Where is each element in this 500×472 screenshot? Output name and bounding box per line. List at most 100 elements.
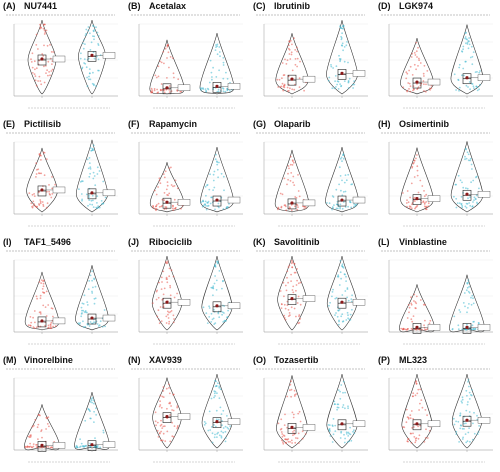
data-point [345,179,348,182]
violin-high [326,20,358,95]
data-point [35,295,38,298]
data-point [343,181,346,184]
data-point [31,205,33,208]
data-point [332,207,334,209]
data-point [172,185,174,188]
data-point [350,183,353,186]
data-point [464,155,466,158]
data-point [168,320,171,323]
data-point [468,40,470,43]
data-point [424,409,427,411]
data-point [165,387,168,390]
data-point [214,208,216,211]
data-point [162,396,165,398]
data-point [286,276,288,279]
data-point [277,206,280,209]
mean-dot [465,76,469,80]
data-point [294,58,297,60]
data-point [156,88,158,91]
data-point [459,424,462,426]
data-point [79,438,81,441]
data-point [414,394,417,397]
data-point [406,72,409,75]
data-point [36,426,39,429]
data-point [290,280,292,282]
data-point [339,390,341,393]
callout-box [352,196,366,204]
data-point [428,322,431,325]
data-point [340,384,343,386]
data-point [43,279,45,282]
data-point [84,43,86,45]
data-point [291,411,294,414]
data-point [337,274,340,277]
data-point [298,77,301,80]
data-point [413,197,416,199]
data-point [89,172,91,175]
data-point [51,187,53,190]
data-point [34,79,37,82]
data-point [467,279,470,282]
data-point [212,294,214,297]
panel-acetalax: (B) Acetalax [125,0,250,118]
data-point [346,41,348,43]
data-point [169,440,172,443]
data-point [91,270,93,273]
callout-box [302,295,316,302]
data-point [414,301,417,303]
data-point [351,294,353,297]
data-point [89,203,91,206]
data-point [295,197,298,199]
data-point [294,63,297,66]
data-point [50,327,52,329]
data-point [462,186,465,189]
data-point [338,284,341,286]
data-point [331,291,334,293]
data-point [280,431,283,433]
data-point [176,187,179,190]
data-point [45,206,48,209]
data-point [331,295,333,298]
data-point [276,78,279,81]
data-point [99,320,102,323]
data-point [222,175,225,178]
data-point [166,194,168,196]
panel-label: (N) [128,355,141,365]
data-point [172,72,175,75]
data-point [410,207,413,210]
data-point [172,393,175,396]
panel-label: (O) [253,355,266,365]
data-point [285,63,288,65]
data-point [218,270,221,272]
data-point [204,422,207,425]
data-point [172,275,175,278]
data-point [95,26,97,29]
data-point [341,179,343,182]
data-point [285,289,288,292]
data-point [421,406,424,409]
data-point [98,206,101,209]
data-point [339,157,342,160]
data-point [168,383,170,386]
data-point [88,72,91,75]
data-point [297,190,300,192]
data-point [30,321,33,324]
data-point [90,199,93,202]
callout-box [52,186,66,194]
data-point [219,55,221,58]
data-point [48,184,50,186]
data-point [299,281,302,284]
data-point [465,389,468,392]
callout-box [52,55,66,63]
data-point [412,162,415,165]
data-point [290,395,292,398]
callout-box [427,420,441,428]
data-point [89,147,92,149]
data-point [49,74,51,77]
violin-high [451,373,483,449]
data-point [468,43,471,46]
data-point [85,66,88,69]
data-point [334,403,336,405]
data-point [205,208,208,211]
data-point [299,420,302,423]
